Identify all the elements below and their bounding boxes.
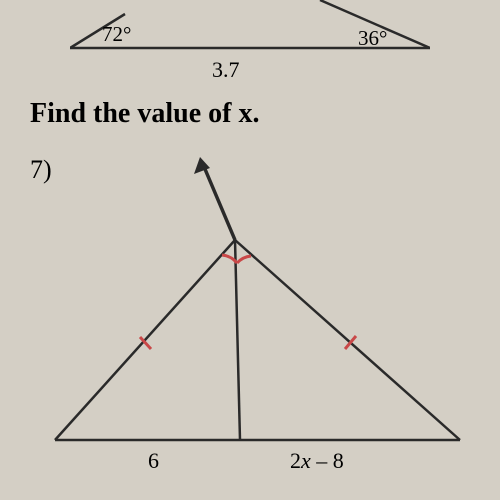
bottom-segment-left: 6 bbox=[148, 448, 159, 474]
top-angle-left: 72° bbox=[102, 22, 131, 47]
section-heading: Find the value of x. bbox=[30, 98, 259, 130]
main-triangle-figure bbox=[40, 140, 470, 460]
bottom-segment-right: 2x – 8 bbox=[290, 448, 344, 474]
top-angle-right: 36° bbox=[358, 26, 387, 51]
top-bottom-label: 3.7 bbox=[212, 57, 240, 83]
